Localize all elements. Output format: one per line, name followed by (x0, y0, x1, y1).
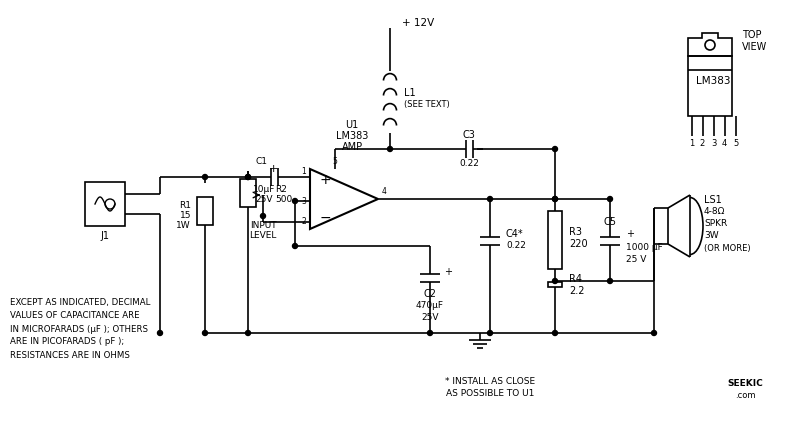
Text: 10μF: 10μF (253, 184, 275, 194)
Text: 220: 220 (569, 239, 588, 249)
Text: C4*: C4* (506, 229, 524, 239)
Text: INPUT: INPUT (250, 220, 276, 229)
Bar (85, 182, 125, 226)
Text: J1: J1 (101, 231, 110, 241)
Circle shape (202, 175, 207, 179)
Text: +: + (626, 229, 634, 239)
Circle shape (607, 197, 613, 202)
Text: R1: R1 (179, 201, 191, 209)
Text: SPKR: SPKR (704, 220, 727, 228)
Text: 25V: 25V (422, 313, 438, 321)
Text: VALUES OF CAPACITANCE ARE: VALUES OF CAPACITANCE ARE (10, 311, 140, 321)
Circle shape (651, 330, 657, 336)
Text: 25 V: 25 V (626, 255, 646, 265)
Text: * INSTALL AS CLOSE: * INSTALL AS CLOSE (445, 377, 535, 385)
Text: R4: R4 (569, 274, 582, 284)
Circle shape (293, 243, 298, 248)
Text: U1: U1 (346, 120, 358, 130)
Text: 1000 μF: 1000 μF (626, 243, 662, 253)
Text: 1: 1 (302, 167, 306, 176)
Text: 4: 4 (722, 139, 727, 149)
Bar (240, 179, 256, 207)
Text: 3W: 3W (704, 232, 718, 240)
Text: 25V: 25V (255, 194, 273, 203)
Text: IN MICROFARADS (μF ); OTHERS: IN MICROFARADS (μF ); OTHERS (10, 325, 148, 333)
Bar (548, 211, 562, 269)
Text: (OR MORE): (OR MORE) (704, 243, 750, 253)
Text: AMP: AMP (342, 142, 362, 152)
Text: (SEE TEXT): (SEE TEXT) (404, 101, 450, 109)
Text: 3: 3 (711, 139, 716, 149)
Text: −: − (319, 211, 331, 225)
Circle shape (553, 146, 558, 152)
Text: RESISTANCES ARE IN OHMS: RESISTANCES ARE IN OHMS (10, 351, 130, 359)
Circle shape (553, 330, 558, 336)
Text: .com: .com (734, 390, 755, 400)
Circle shape (553, 197, 558, 202)
Text: 2.2: 2.2 (569, 287, 585, 296)
Circle shape (553, 197, 558, 202)
Text: 0.22: 0.22 (506, 240, 526, 250)
Text: SEEKIC: SEEKIC (727, 378, 763, 388)
Text: + 12V: + 12V (402, 18, 434, 28)
Circle shape (607, 279, 613, 284)
Bar (688, 56, 732, 116)
Text: TOP: TOP (742, 30, 762, 40)
Text: AS POSSIBLE TO U1: AS POSSIBLE TO U1 (446, 389, 534, 397)
Text: LS1: LS1 (704, 195, 722, 205)
Circle shape (261, 213, 266, 218)
Circle shape (487, 330, 493, 336)
Text: +: + (268, 164, 278, 174)
Text: 470μF: 470μF (416, 302, 444, 310)
Circle shape (246, 330, 250, 336)
Text: 1W: 1W (176, 220, 191, 229)
Text: EXCEPT AS INDICATED, DECIMAL: EXCEPT AS INDICATED, DECIMAL (10, 299, 150, 307)
Circle shape (246, 175, 250, 179)
Text: 5: 5 (733, 139, 738, 149)
Text: LM383: LM383 (336, 131, 368, 141)
Text: LM383: LM383 (696, 76, 730, 86)
Text: C5: C5 (603, 217, 617, 227)
Text: 3: 3 (301, 197, 306, 206)
Text: 4-8Ω: 4-8Ω (704, 208, 726, 217)
Circle shape (487, 197, 493, 202)
Text: R3: R3 (569, 227, 582, 237)
Text: 0.22: 0.22 (459, 158, 479, 168)
Text: ARE IN PICOFARADS ( pF );: ARE IN PICOFARADS ( pF ); (10, 337, 124, 347)
Text: 5: 5 (333, 157, 338, 167)
Text: +: + (444, 267, 452, 277)
Text: 1: 1 (689, 139, 694, 149)
Text: 500: 500 (275, 194, 292, 203)
Circle shape (293, 198, 298, 203)
Text: C2: C2 (423, 289, 437, 299)
Text: 2: 2 (700, 139, 705, 149)
Circle shape (202, 330, 207, 336)
Text: 2: 2 (302, 217, 306, 227)
Text: VIEW: VIEW (742, 42, 767, 52)
Text: L1: L1 (404, 88, 416, 98)
Circle shape (158, 330, 162, 336)
Bar (548, 282, 562, 287)
Text: C3: C3 (462, 130, 475, 140)
Circle shape (387, 146, 393, 152)
Text: +: + (319, 173, 331, 187)
Circle shape (246, 175, 250, 179)
Bar (197, 197, 213, 225)
Circle shape (553, 279, 558, 284)
Text: R2: R2 (275, 184, 287, 194)
Text: C1: C1 (256, 157, 268, 165)
Circle shape (427, 330, 433, 336)
Text: LEVEL: LEVEL (250, 231, 277, 239)
Text: 4: 4 (382, 187, 387, 197)
Text: 15: 15 (179, 210, 191, 220)
